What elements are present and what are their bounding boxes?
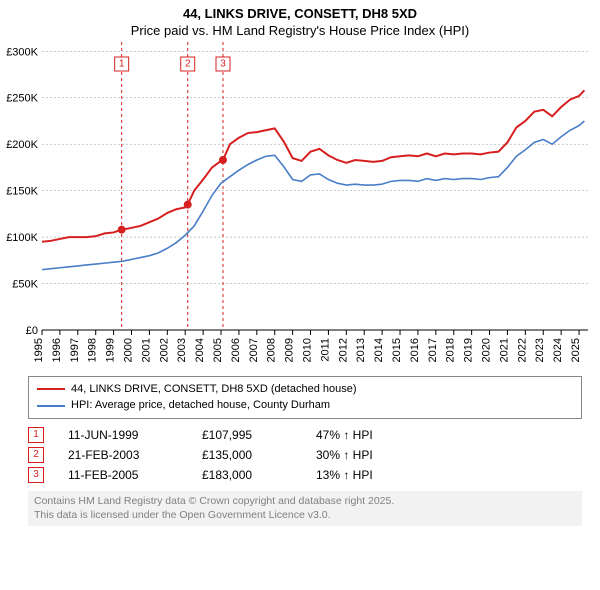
sale-marker-number: 3 [220, 58, 226, 69]
y-tick-label: £150K [6, 186, 38, 198]
x-tick-label: 2010 [302, 338, 314, 362]
sale-price: £107,995 [202, 428, 292, 442]
x-tick-label: 2003 [176, 338, 188, 362]
legend: 44, LINKS DRIVE, CONSETT, DH8 5XD (detac… [28, 376, 582, 419]
attribution-footer: Contains HM Land Registry data © Crown c… [28, 491, 582, 526]
series-price_paid [42, 90, 584, 241]
price-chart: £0 £50K £100K £150K £200K £250K £300K 1995 1996 1… [0, 42, 600, 372]
sale-date: 21-FEB-2003 [68, 448, 178, 462]
chart-title: 44, LINKS DRIVE, CONSETT, DH8 5XD [0, 0, 600, 23]
sales-table: 1 11-JUN-1999 £107,995 47% ↑ HPI 2 21-FEB-200… [28, 425, 582, 485]
sale-date: 11-JUN-1999 [68, 428, 178, 442]
sale-pct: 47% ↑ HPI [316, 428, 406, 442]
x-tick-label: 1996 [51, 338, 63, 362]
x-tick-label: 2000 [123, 338, 135, 362]
x-tick-label: 1998 [87, 338, 99, 362]
x-tick-label: 2008 [266, 338, 278, 362]
y-tick-label: £200K [6, 139, 38, 151]
chart-container: 44, LINKS DRIVE, CONSETT, DH8 5XD Price … [0, 0, 600, 590]
x-tick-label: 2022 [516, 338, 528, 362]
x-tick-label: 2016 [409, 338, 421, 362]
x-tick-label: 2012 [337, 338, 349, 362]
legend-row: 44, LINKS DRIVE, CONSETT, DH8 5XD (detac… [37, 381, 573, 398]
x-tick-label: 2015 [391, 338, 403, 362]
x-tick-label: 2009 [284, 338, 296, 362]
legend-row: HPI: Average price, detached house, Coun… [37, 397, 573, 414]
x-tick-label: 2024 [552, 338, 564, 362]
sale-marker-number: 1 [119, 58, 125, 69]
sale-row-marker: 1 [28, 427, 44, 443]
legend-label: HPI: Average price, detached house, Coun… [71, 397, 330, 414]
x-tick-label: 2005 [212, 338, 224, 362]
sale-pct: 30% ↑ HPI [316, 448, 406, 462]
y-tick-label: £300K [6, 46, 38, 58]
y-tick-label: £250K [6, 93, 38, 105]
x-tick-label: 2025 [570, 338, 582, 362]
x-tick-label: 2001 [140, 338, 152, 362]
sale-row: 1 11-JUN-1999 £107,995 47% ↑ HPI [28, 425, 582, 445]
x-tick-label: 2004 [194, 338, 206, 362]
x-tick-label: 2011 [319, 338, 331, 362]
x-tick-label: 1999 [105, 338, 117, 362]
sale-price: £183,000 [202, 468, 292, 482]
chart-subtitle: Price paid vs. HM Land Registry's House … [0, 23, 600, 42]
x-tick-label: 2007 [248, 338, 260, 362]
y-tick-label: £50K [12, 278, 38, 290]
x-tick-label: 2020 [481, 338, 493, 362]
x-tick-label: 2013 [355, 338, 367, 362]
sale-marker-number: 2 [185, 58, 191, 69]
x-tick-label: 2006 [230, 338, 242, 362]
series-hpi [42, 121, 584, 270]
y-tick-label: £100K [6, 232, 38, 244]
sale-pct: 13% ↑ HPI [316, 468, 406, 482]
x-tick-label: 2021 [498, 338, 510, 362]
sale-row: 3 11-FEB-2005 £183,000 13% ↑ HPI [28, 465, 582, 485]
sale-price: £135,000 [202, 448, 292, 462]
x-tick-label: 2002 [158, 338, 170, 362]
x-tick-label: 2017 [427, 338, 439, 362]
x-tick-label: 2019 [463, 338, 475, 362]
sale-row: 2 21-FEB-2003 £135,000 30% ↑ HPI [28, 445, 582, 465]
legend-swatch [37, 388, 65, 390]
legend-swatch [37, 405, 65, 407]
x-tick-label: 1997 [69, 338, 81, 362]
legend-label: 44, LINKS DRIVE, CONSETT, DH8 5XD (detac… [71, 381, 357, 398]
sale-row-marker: 3 [28, 467, 44, 483]
footer-line-2: This data is licensed under the Open Gov… [34, 509, 576, 523]
sale-date: 11-FEB-2005 [68, 468, 178, 482]
footer-line-1: Contains HM Land Registry data © Crown c… [34, 495, 576, 509]
x-tick-label: 2018 [445, 338, 457, 362]
x-tick-label: 1995 [33, 338, 45, 362]
x-tick-label: 2014 [373, 338, 385, 362]
sale-row-marker: 2 [28, 447, 44, 463]
y-tick-label: £0 [26, 325, 38, 337]
x-tick-label: 2023 [534, 338, 546, 362]
